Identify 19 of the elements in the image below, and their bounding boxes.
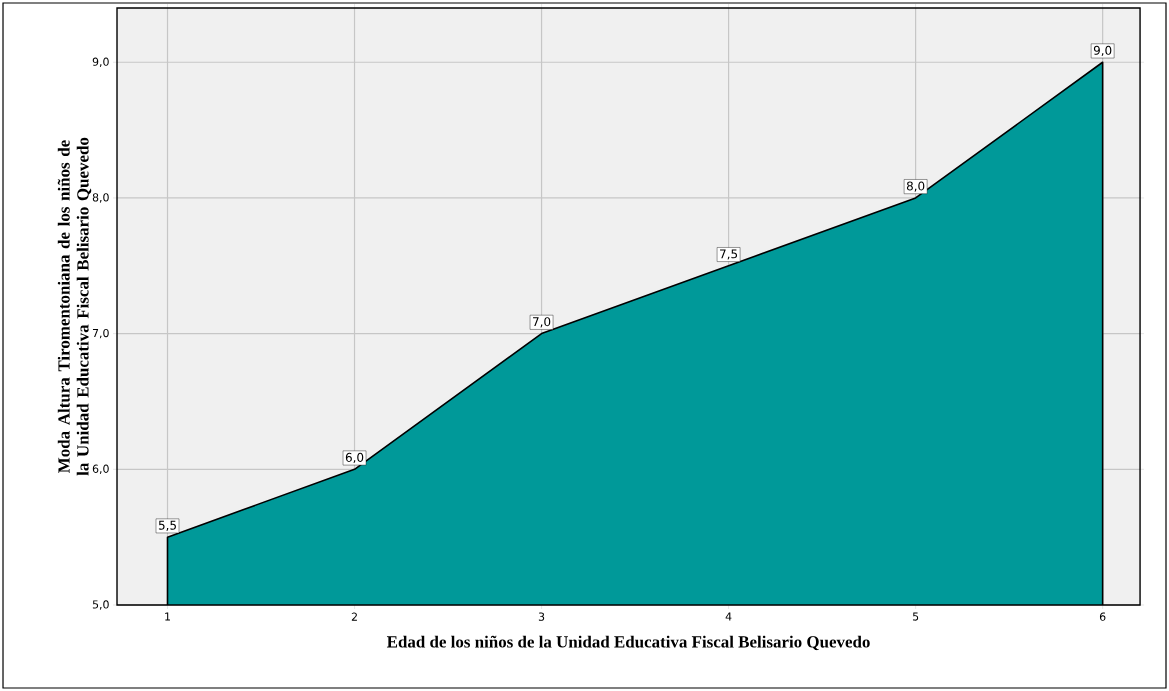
x-tick-label: 1 [165,612,170,621]
data-label: 9,0 [1093,45,1112,57]
y-tick-label: 6,0 [92,464,109,474]
y-axis-title: Moda Altura Tiromentoniana de los niños de la Unidad Educativa Fiscal Belisario Quevedo [57,137,92,476]
data-label: 7,5 [720,249,738,260]
y-tick-label: 7,0 [92,328,109,339]
x-tick-label: 5 [912,612,919,621]
y-tick-label: 9,0 [92,57,109,67]
data-label: 8,0 [906,181,925,192]
x-tick-label: 6 [1099,612,1106,621]
data-label: 6,0 [345,452,364,464]
x-axis-title: Edad de los niños de la Unidad Educativa Fiscal Belisario Quevedo [386,635,870,651]
y-tick-label: 5,0 [92,600,109,610]
x-tick-label: 2 [351,612,357,621]
y-tick-label: 8,0 [92,193,109,203]
data-label: 7,0 [533,317,551,328]
x-tick-label: 3 [538,612,545,621]
data-label: 5,5 [158,520,176,531]
x-tick-label: 4 [725,612,732,621]
